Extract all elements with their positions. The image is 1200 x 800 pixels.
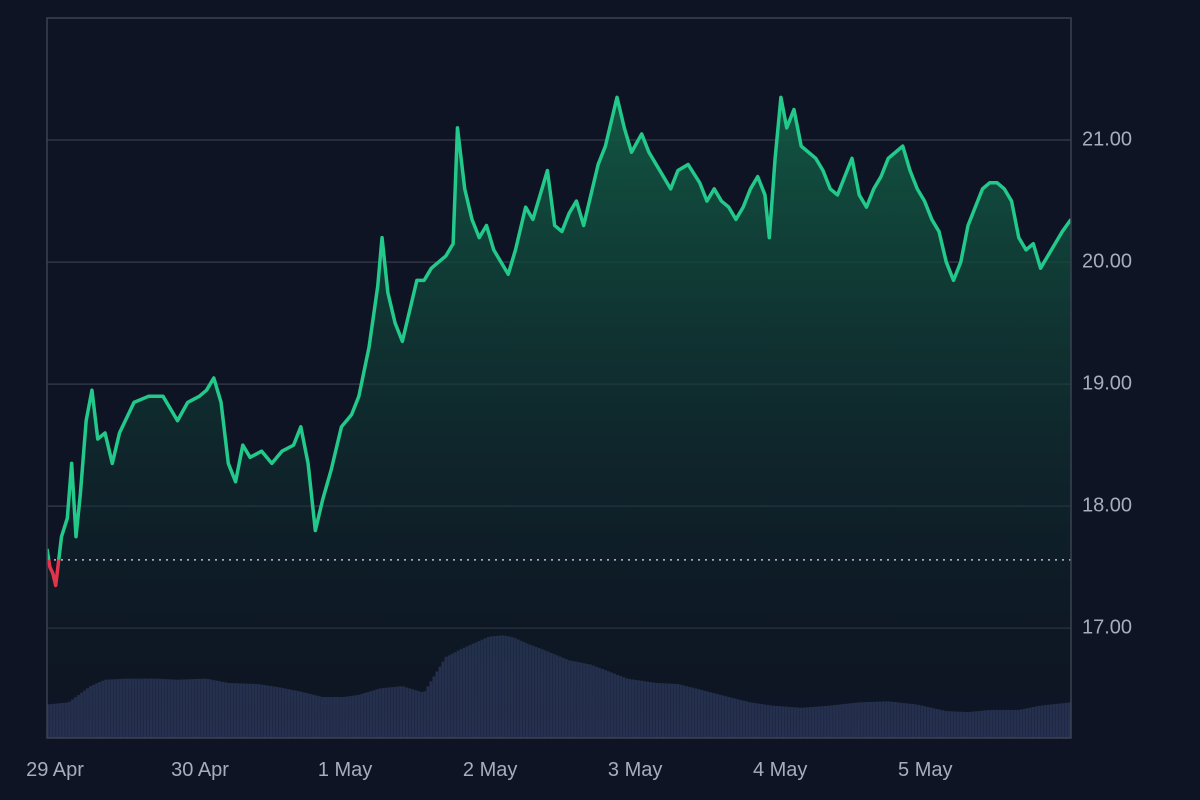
- x-tick-label: 4 May: [753, 759, 807, 781]
- x-tick-label: 1 May: [318, 759, 372, 781]
- price-area: [47, 97, 1071, 738]
- x-tick-label: 2 May: [463, 759, 517, 781]
- x-axis-ticks: 29 Apr 30 Apr 1 May 2 May 3 May 4 May 5 …: [26, 759, 952, 781]
- y-tick-label: 17.00: [1082, 616, 1132, 638]
- y-tick-label: 19.00: [1082, 372, 1132, 394]
- y-tick-label: 21.00: [1082, 128, 1132, 150]
- price-area-fill: [47, 97, 1071, 738]
- price-line: [47, 95, 1071, 588]
- plot-border: [46, 17, 1072, 739]
- x-tick-label: 30 Apr: [171, 759, 229, 781]
- x-tick-label: 3 May: [608, 759, 662, 781]
- y-tick-label: 20.00: [1082, 250, 1132, 272]
- y-axis-ticks: 17.00 18.00 19.00 20.00 21.00: [1082, 128, 1132, 638]
- y-tick-label: 18.00: [1082, 494, 1132, 516]
- x-tick-label: 5 May: [898, 759, 952, 781]
- price-line-above-baseline: [47, 95, 1071, 560]
- x-tick-label: 29 Apr: [26, 759, 84, 781]
